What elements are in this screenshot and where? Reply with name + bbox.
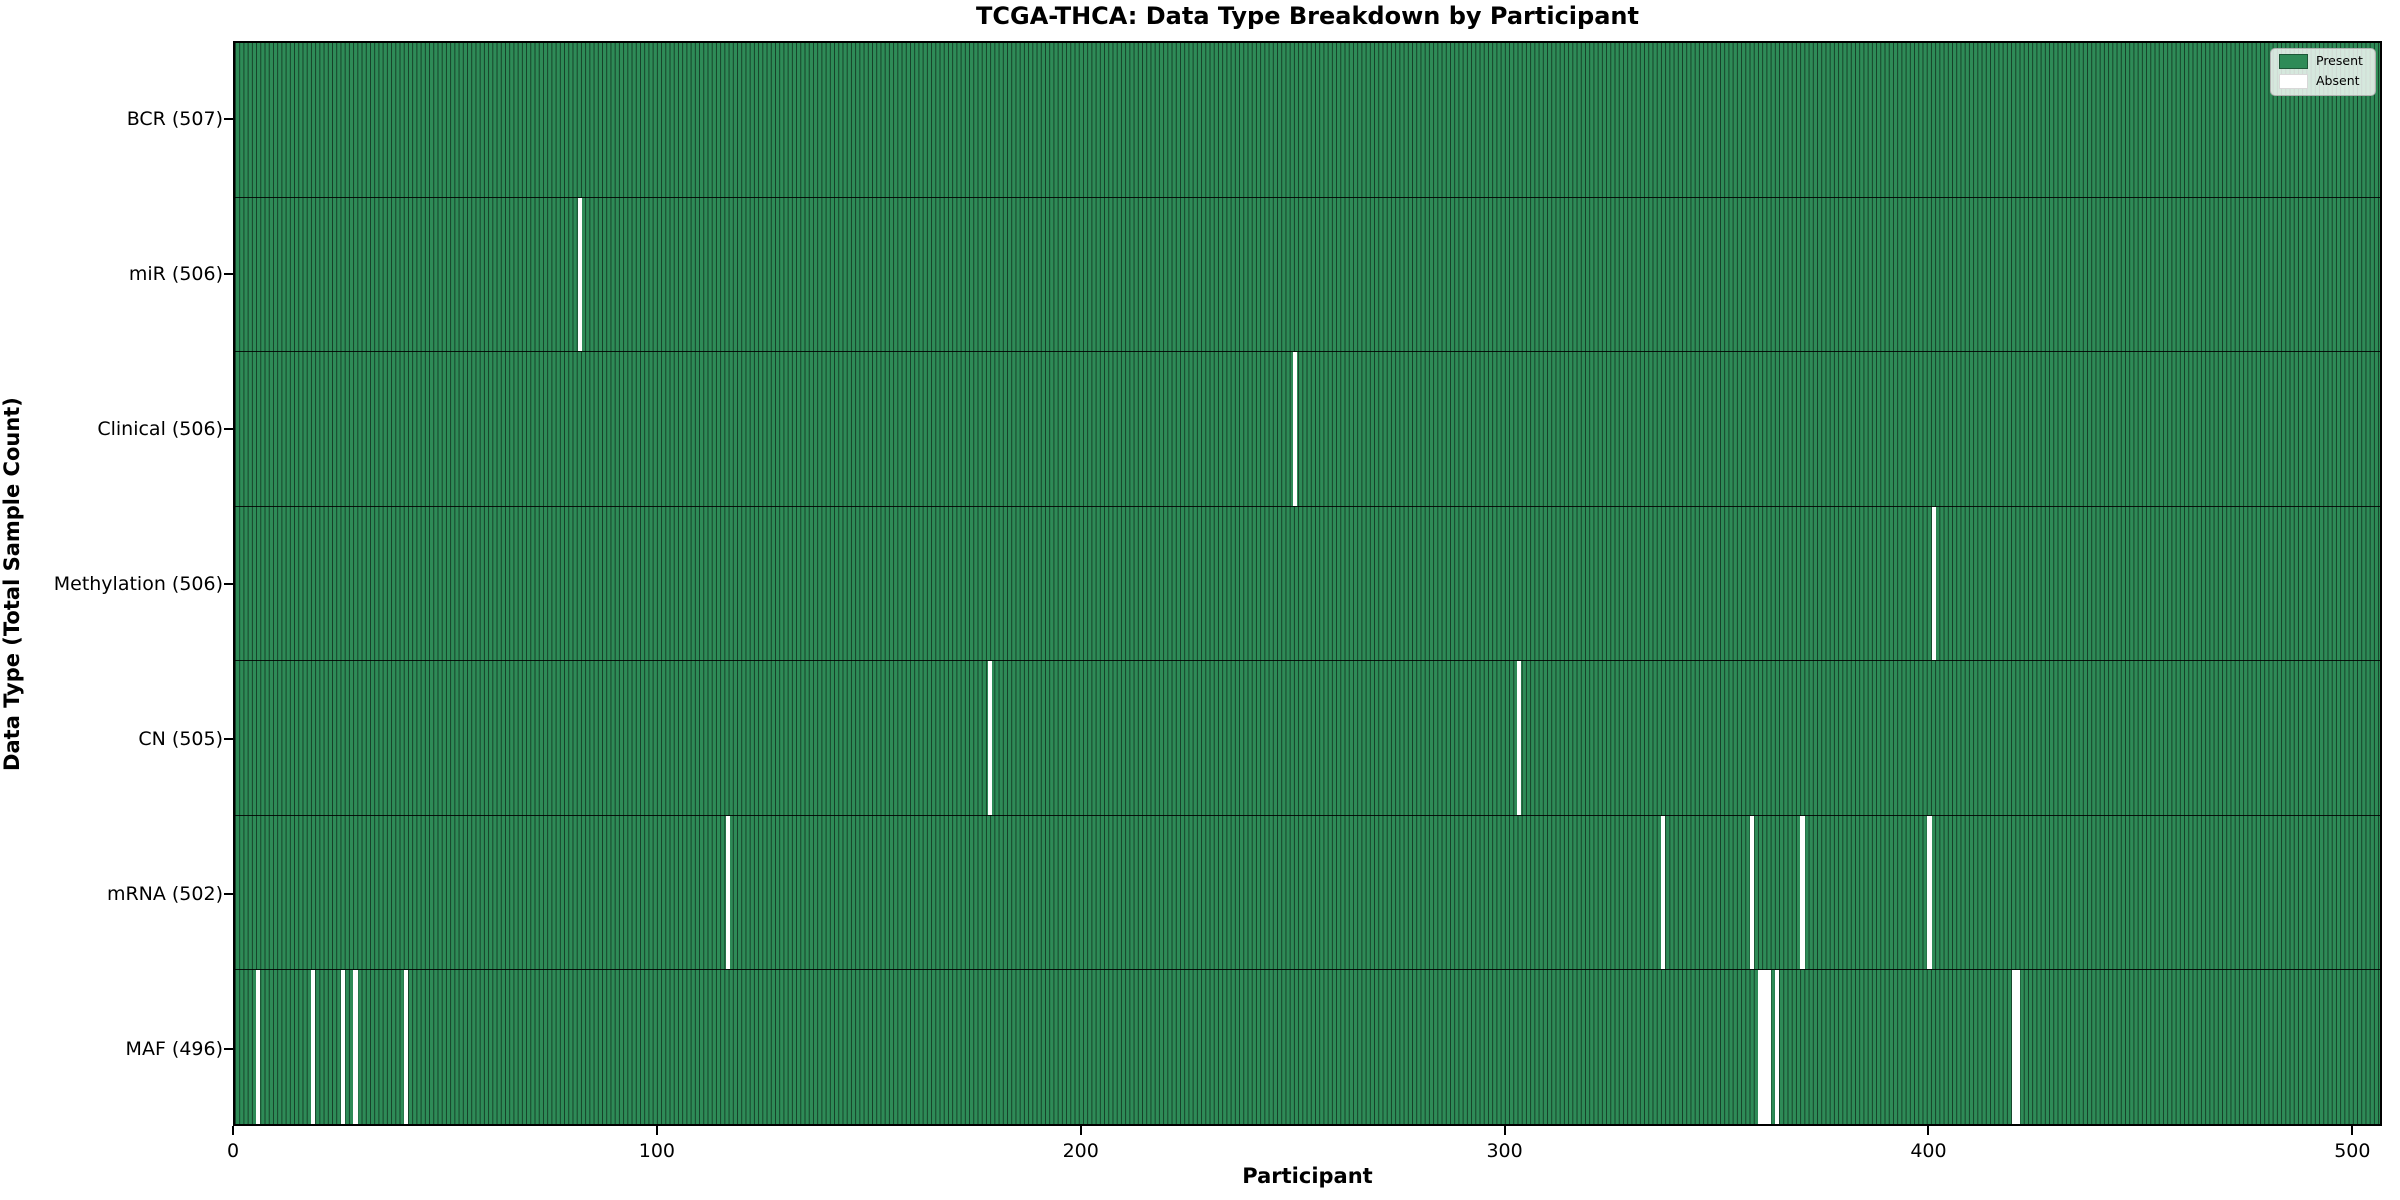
heatmap-row-bcr (235, 43, 2380, 197)
legend-label-absent: Absent (2316, 73, 2360, 89)
y-tick-mark (224, 582, 233, 585)
x-tick-label-100: 100 (638, 1140, 675, 1162)
x-tick-mark (1079, 1126, 1082, 1135)
absent-mark-mrna-400 (1927, 815, 1932, 970)
x-tick-label-500: 500 (2334, 1140, 2371, 1162)
x-tick-label-400: 400 (1910, 1140, 1947, 1162)
heatmap-row-maf (235, 969, 2380, 1125)
absent-mark-maf-361 (1762, 970, 1767, 1125)
heatmap-row-methylation (235, 505, 2380, 661)
absent-mark-maf-362 (1766, 970, 1771, 1125)
x-axis-label: Participant (1242, 1164, 1373, 1188)
absent-mark-mrna-358 (1749, 815, 1754, 970)
legend-entry-present: Present (2279, 54, 2367, 69)
y-tick-mark (224, 117, 233, 120)
absent-mark-maf-40 (404, 970, 409, 1125)
heatmap-row-mir (235, 196, 2380, 352)
y-tick-mark (224, 892, 233, 895)
absent-mark-cn-178 (988, 661, 993, 815)
legend-entry-absent: Absent (2279, 74, 2367, 89)
y-tick-label-cn: CN (505) (138, 727, 223, 750)
absent-mark-mrna-337 (1660, 815, 1665, 970)
absent-mark-maf-5 (256, 970, 261, 1125)
absent-mark-maf-421 (2016, 970, 2021, 1125)
y-tick-mark (224, 272, 233, 275)
absent-mark-methylation-401 (1931, 506, 1936, 661)
y-tick-label-bcr: BCR (507) (126, 107, 223, 130)
absent-mark-mrna-370 (1800, 815, 1805, 970)
absent-mark-maf-18 (311, 970, 316, 1125)
absent-mark-mir-81 (577, 197, 582, 352)
legend: Present Absent (2270, 48, 2376, 96)
absent-mark-maf-420 (2011, 970, 2017, 1125)
heatmap-row-cn (235, 660, 2380, 815)
y-tick-label-clinical: Clinical (506) (97, 417, 223, 440)
plot-area: Present Absent (233, 41, 2382, 1126)
absent-mark-cn-303 (1516, 661, 1522, 815)
x-tick-mark (655, 1126, 658, 1135)
x-tick-mark (2351, 1126, 2354, 1135)
y-tick-mark (224, 1047, 233, 1050)
chart-title: TCGA-THCA: Data Type Breakdown by Partic… (976, 2, 1639, 30)
y-tick-mark (224, 737, 233, 740)
y-tick-label-mir: miR (506) (128, 262, 223, 285)
x-tick-mark (1503, 1126, 1506, 1135)
x-tick-label-300: 300 (1486, 1140, 1523, 1162)
legend-swatch-absent (2279, 74, 2308, 89)
absent-mark-maf-364 (1775, 970, 1780, 1125)
y-tick-label-methylation: Methylation (506) (53, 572, 223, 595)
x-tick-mark (232, 1126, 234, 1135)
x-tick-label-0: 0 (226, 1140, 240, 1162)
absent-mark-maf-28 (353, 970, 358, 1125)
heatmap-row-mrna (235, 814, 2380, 970)
legend-swatch-present (2279, 54, 2308, 69)
x-tick-label-200: 200 (1062, 1140, 1099, 1162)
y-tick-label-maf: MAF (496) (125, 1037, 223, 1060)
x-tick-mark (1927, 1126, 1930, 1135)
absent-mark-maf-25 (340, 970, 345, 1125)
heatmap-row-clinical (235, 351, 2380, 506)
absent-mark-clinical-250 (1292, 352, 1297, 506)
absent-mark-mrna-116 (725, 815, 730, 970)
absent-mark-maf-360 (1758, 970, 1763, 1125)
y-tick-label-mrna: mRNA (502) (106, 882, 223, 905)
y-tick-mark (224, 427, 233, 430)
legend-label-present: Present (2316, 53, 2363, 69)
